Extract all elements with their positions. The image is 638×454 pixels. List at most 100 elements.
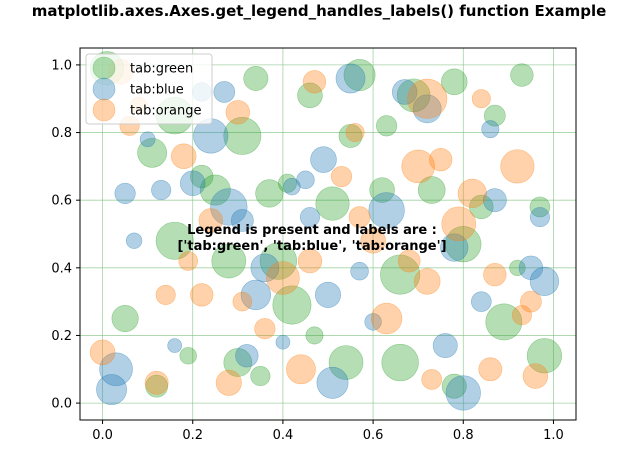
scatter-point (401, 149, 435, 184)
axes-frame (79, 47, 577, 421)
scatter-point (440, 68, 468, 96)
scatter-point (412, 94, 442, 124)
scatter-point (500, 149, 535, 184)
legend-marker (92, 56, 116, 80)
scatter-point (299, 207, 320, 228)
scatter-point (111, 305, 139, 333)
legend: tab:green tab:blue tab:orange (85, 53, 213, 125)
scatter-point (255, 179, 284, 208)
scatter-point (232, 291, 253, 312)
scatter-point (429, 147, 453, 172)
scatter-point (151, 180, 172, 201)
scatter-point (417, 176, 446, 204)
scatter-point (328, 345, 364, 380)
scatter-point (348, 206, 371, 228)
chart-title: matplotlib.axes.Axes.get_legend_handles_… (32, 2, 607, 20)
scatter-point (190, 283, 214, 307)
x-tick-label: 0.4 (273, 428, 294, 443)
scatter-point (286, 354, 316, 385)
scatter-point (240, 279, 272, 311)
x-tick-label: 0.8 (453, 428, 474, 443)
scatter-point (471, 291, 492, 312)
scatter-point (198, 208, 223, 233)
scatter-point (167, 338, 183, 353)
scatter-point (297, 82, 323, 109)
legend-label: tab:blue (130, 83, 184, 98)
x-tick-label: 0.0 (92, 428, 113, 443)
scatter-point (369, 177, 395, 203)
scatter-point (144, 370, 169, 395)
scatter-point (471, 89, 491, 109)
scatter-point (520, 290, 542, 313)
scatter-point (441, 206, 477, 242)
legend-marker (92, 98, 116, 122)
scatter-point (114, 182, 136, 204)
scatter-point (478, 357, 503, 382)
scatter-point (297, 248, 323, 274)
scatter-point (529, 196, 551, 218)
annotation-line-2: ['tab:green', 'tab:blue', 'tab:orange'] (177, 239, 446, 254)
scatter-point (350, 261, 369, 281)
scatter-point (230, 209, 254, 232)
scatter-point (254, 318, 276, 340)
x-tick-label: 0.6 (363, 428, 384, 443)
legend-label: tab:green (130, 62, 193, 77)
scatter-point (137, 137, 168, 168)
scatter-point (335, 63, 366, 94)
scatter-point (445, 226, 482, 263)
scatter-point (380, 254, 421, 295)
scatter-point (441, 373, 467, 399)
scatter-point (315, 281, 341, 308)
x-tick-label: 1.0 (543, 428, 564, 443)
scatter-point (272, 285, 312, 325)
scatter-point (283, 177, 301, 196)
scatter-point (343, 59, 376, 92)
scatter-point (397, 249, 421, 273)
scatter-point (481, 120, 500, 139)
scatter-point (485, 303, 523, 341)
scatter-point (305, 326, 324, 345)
scatter-point (529, 207, 550, 228)
scatter-point (213, 81, 236, 103)
scatter-point (250, 253, 280, 283)
scatter-point (250, 366, 271, 387)
scatter-point (529, 266, 560, 296)
scatter-point (302, 70, 327, 94)
scatter-point (199, 174, 231, 206)
scatter-point (518, 255, 544, 280)
scatter-point (509, 259, 526, 276)
scatter-point (316, 366, 349, 399)
scatter-point (432, 333, 458, 359)
y-tick-label: 1.0 (51, 58, 72, 73)
scatter-point (155, 284, 176, 305)
scatter-point (511, 305, 532, 326)
scatter-point (526, 338, 563, 374)
scatter-point (275, 334, 291, 350)
scatter-point (396, 78, 431, 113)
scatter-point (139, 131, 156, 148)
y-tick-label: 0.4 (51, 261, 72, 276)
x-tick-label: 0.2 (182, 428, 203, 443)
scatter-point (155, 221, 194, 260)
scatter-point (89, 339, 116, 366)
scatter-point (484, 104, 506, 127)
scatter-point (277, 173, 297, 193)
scatter-point (457, 178, 487, 209)
scatter-point (310, 146, 337, 173)
scatter-point (381, 343, 419, 382)
scatter-point (482, 188, 507, 213)
axis-ticks: 0.0 0.2 0.4 0.6 0.8 1.0 0.0 0.2 0.4 0.6 0.8 1.0 (51, 58, 563, 443)
scatter-point (330, 165, 353, 188)
scatter-point (180, 170, 206, 196)
scatter-point (99, 352, 133, 387)
y-tick-label: 0.8 (51, 126, 72, 141)
scatter-point (145, 374, 169, 398)
scatter-point (510, 63, 534, 87)
y-tick-label: 0.6 (51, 194, 72, 209)
scatter-point (266, 261, 300, 295)
scatter-point (178, 251, 198, 271)
scatter-point (445, 375, 481, 411)
scatter-point (522, 363, 549, 389)
scatter-point (190, 164, 214, 189)
